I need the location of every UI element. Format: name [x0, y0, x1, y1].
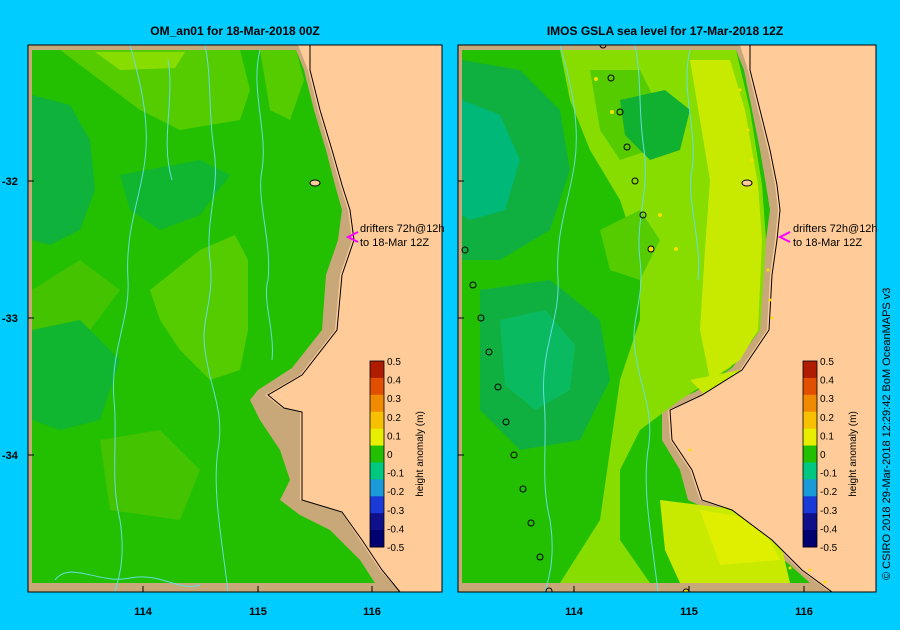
colorbar-segment	[803, 361, 817, 379]
left-map-panel: OM_an01 for 18-Mar-2018 00Z	[27, 24, 445, 593]
colorbar-segment	[803, 428, 817, 447]
anomaly-patch	[260, 50, 304, 120]
colorbar-tick-label: -0.3	[820, 506, 838, 517]
x-tick-label: 116	[795, 606, 813, 618]
colorbar-tick-label: 0.4	[820, 376, 834, 387]
x-tick-label: 116	[363, 606, 381, 618]
anomaly-patch	[32, 95, 95, 245]
x-tick-label: 115	[249, 606, 267, 618]
colorbar-tick-label: 0.3	[820, 394, 834, 405]
colorbar-tick-label: 0	[387, 450, 393, 461]
colorbar-tick-label: -0.3	[387, 506, 405, 517]
colorbar-segment	[803, 496, 817, 514]
drifter-annotation-line2: to 18-Mar 12Z	[360, 237, 429, 249]
drifter-annotation-line2: to 18-Mar 12Z	[793, 237, 862, 249]
colorbar-segment	[370, 513, 384, 531]
anomaly-patch	[600, 210, 660, 280]
anomaly-patch	[120, 160, 230, 230]
anomaly-patch	[32, 260, 120, 330]
colorbar-tick-label: 0.4	[387, 376, 401, 387]
colorbar-segment	[370, 479, 384, 497]
colorbar-tick-label: 0.2	[820, 413, 834, 424]
colorbar-segment	[370, 411, 384, 430]
colorbar-segment	[803, 530, 817, 548]
rottnest-island	[309, 179, 321, 187]
colorbar-segment	[370, 377, 384, 396]
right-panel-title: IMOS GSLA sea level for 17-Mar-2018 12Z	[547, 24, 783, 38]
right-map-panel: IMOS GSLA sea level for 17-Mar-2018 12Z	[457, 24, 878, 593]
drifter-arrow-icon	[345, 231, 359, 243]
colorbar-tick-label: -0.2	[820, 487, 838, 498]
drifter-annotation-line1: drifters 72h@12h	[360, 223, 445, 235]
colorbar-segment	[803, 377, 817, 396]
anomaly-patch	[100, 430, 200, 520]
rottnest-island	[741, 179, 753, 187]
x-axis: 114 115 116 114 115 116	[134, 586, 813, 618]
x-tick-label: 114	[134, 606, 153, 618]
y-axis: -32 -33 -34	[2, 176, 464, 462]
colorbar-segment	[803, 462, 817, 480]
colorbar-tick-label: -0.2	[387, 487, 405, 498]
anomaly-patch	[500, 310, 575, 410]
colorbar-tick-label: -0.5	[387, 543, 405, 554]
coastline	[268, 45, 442, 592]
colorbar-segment	[370, 496, 384, 514]
anomaly-patch	[32, 320, 120, 430]
left-panel-title: OM_an01 for 18-Mar-2018 00Z	[150, 24, 319, 38]
colorbar-segment	[803, 445, 817, 463]
colorbar-tick-label: -0.5	[820, 543, 838, 554]
drifter-arrow-icon	[777, 231, 791, 243]
drifter-tracks	[54, 45, 273, 592]
y-tick-label: -34	[2, 450, 19, 462]
anomaly-patch	[95, 52, 185, 70]
colorbar-segment	[370, 530, 384, 548]
colorbar-label: height anomaly (m)	[415, 411, 426, 497]
y-tick-label: -32	[2, 176, 18, 188]
drifter-tracks	[542, 45, 700, 592]
colorbar-tick-label: 0.3	[387, 394, 401, 405]
drifter-annotation-line1: drifters 72h@12h	[793, 223, 878, 235]
colorbar-tick-label: -0.4	[387, 524, 405, 535]
colorbar-tick-label: 0.2	[387, 413, 401, 424]
colorbar: 0.5 0.4 0.3 0.2 0.1 0 -0.1 -0.2 -0.3 -0.4 -0.5 hei…	[369, 357, 426, 554]
colorbar-segment	[803, 394, 817, 413]
x-tick-label: 115	[680, 606, 698, 618]
colorbar-frame	[369, 360, 385, 548]
colorbar-tick-label: -0.1	[820, 469, 838, 480]
anomaly-patch	[150, 235, 248, 380]
coastline	[267, 45, 401, 592]
colorbar-frame	[802, 360, 818, 548]
drifter-markers-yellow	[594, 77, 827, 584]
colorbar-tick-label: 0.1	[387, 431, 401, 442]
anomaly-patch	[690, 60, 762, 380]
y-tick-label: -33	[2, 313, 18, 325]
anomaly-patch	[60, 50, 250, 130]
drifter-markers	[461, 45, 690, 592]
colorbar-tick-label: 0	[820, 450, 826, 461]
colorbar-segment	[370, 428, 384, 447]
colorbar-segment	[803, 479, 817, 497]
colorbar-segment	[370, 445, 384, 463]
colorbar-label: height anomaly (m)	[848, 411, 859, 497]
colorbar-segment	[370, 394, 384, 413]
colorbar-segment	[370, 462, 384, 480]
colorbar-tick-label: -0.4	[820, 524, 838, 535]
colorbar-tick-label: -0.1	[387, 469, 405, 480]
colorbar-tick-label: 0.5	[820, 357, 834, 368]
coastline	[669, 45, 833, 592]
colorbar: 0.5 0.4 0.3 0.2 0.1 0 -0.1 -0.2 -0.3 -0.4 -0.5 hei…	[802, 357, 859, 554]
colorbar-segment	[803, 411, 817, 430]
colorbar-segment	[370, 361, 384, 379]
x-tick-label: 114	[565, 606, 584, 618]
credit-text: © CSIRO 2018 29-Mar-2018 12:29:42 BoM Oc…	[881, 288, 893, 580]
colorbar-segment	[803, 513, 817, 531]
colorbar-tick-label: 0.1	[820, 431, 834, 442]
colorbar-tick-label: 0.5	[387, 357, 401, 368]
anomaly-patch	[462, 100, 520, 220]
anomaly-patch	[620, 90, 690, 160]
